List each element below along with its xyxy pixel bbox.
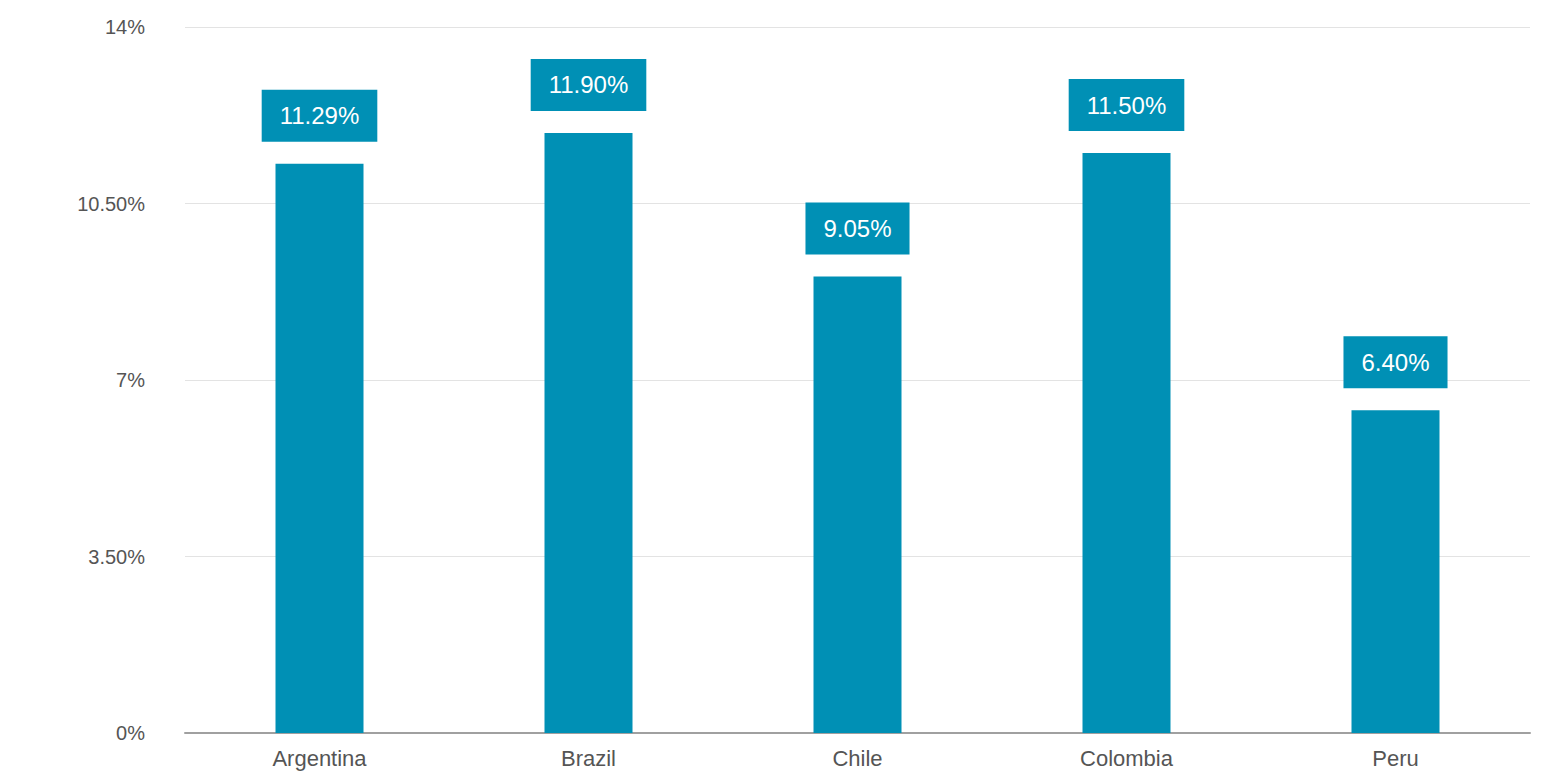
svg-text:Colombia: Colombia [1080, 746, 1174, 771]
svg-text:Chile: Chile [832, 746, 882, 771]
svg-text:Peru: Peru [1372, 746, 1418, 771]
svg-text:11.90%: 11.90% [549, 71, 629, 98]
svg-text:3.50%: 3.50% [88, 546, 145, 568]
svg-text:9.05%: 9.05% [823, 215, 891, 242]
svg-text:7%: 7% [116, 369, 145, 391]
svg-text:6.40%: 6.40% [1361, 349, 1429, 376]
svg-text:Argentina: Argentina [272, 746, 367, 771]
svg-text:0%: 0% [116, 722, 145, 744]
svg-text:11.50%: 11.50% [1087, 92, 1167, 119]
svg-text:10.50%: 10.50% [77, 193, 145, 215]
svg-text:14%: 14% [105, 16, 145, 38]
svg-text:Brazil: Brazil [561, 746, 616, 771]
svg-text:11.29%: 11.29% [280, 102, 360, 129]
